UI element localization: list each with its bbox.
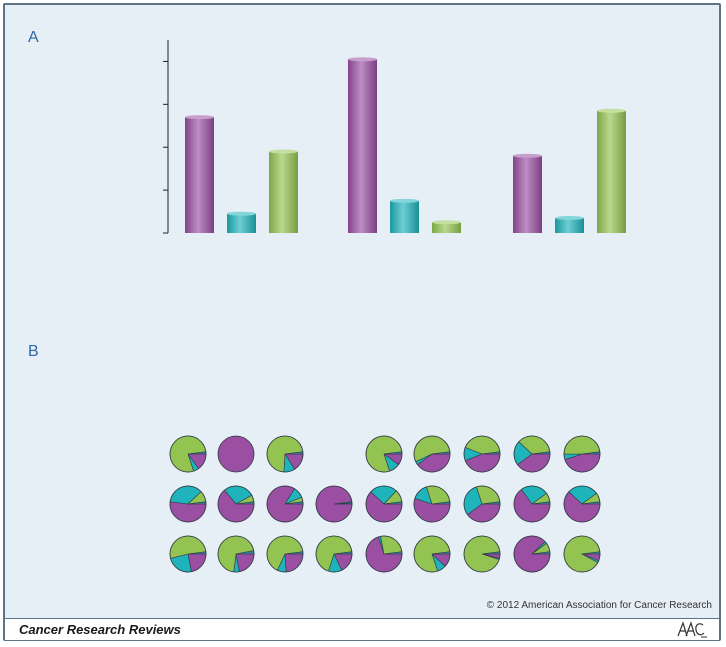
bar-top-cap	[348, 57, 377, 62]
bar-top-cap	[390, 198, 419, 203]
pie-kras-7	[513, 485, 551, 523]
pie-outline	[266, 535, 304, 573]
pie-outline	[413, 535, 451, 573]
bar-nras-codon13	[555, 217, 584, 233]
pie-kras-3	[315, 485, 353, 523]
bar-hras-codon13	[227, 213, 256, 233]
pie-outline	[413, 485, 451, 523]
pie-nras-8	[563, 535, 601, 573]
pie-hras-1	[217, 435, 255, 473]
pie-outline	[463, 535, 501, 573]
pie-hras-4	[365, 435, 403, 473]
pie-slice	[563, 435, 601, 455]
pie-kras-2	[266, 485, 304, 523]
pie-outline	[463, 435, 501, 473]
pie-nras-2	[266, 535, 304, 573]
pie-outline	[315, 485, 353, 523]
pie-outline	[266, 435, 304, 473]
pie-slice	[218, 436, 254, 472]
pie-nras-1	[217, 535, 255, 573]
pie-hras-6	[463, 435, 501, 473]
pie-hras-0	[169, 435, 207, 473]
bar-hras-codon61	[269, 151, 298, 233]
pie-kras-6	[463, 485, 501, 523]
bar-nras-codon12	[513, 155, 542, 233]
pie-outline	[169, 535, 207, 573]
bar-top-cap	[555, 215, 584, 220]
bar-top-cap	[185, 115, 214, 120]
bar-top-cap	[513, 153, 542, 158]
bar-nras-codon61	[597, 110, 626, 233]
bar-top-cap	[227, 211, 256, 216]
pie-outline	[169, 485, 207, 523]
pie-kras-5	[413, 485, 451, 523]
pie-outline	[217, 535, 255, 573]
pie-outline	[513, 535, 551, 573]
figure-svg: A B © 2012 American Association for Canc…	[28, 29, 712, 611]
pie-outline	[217, 485, 255, 523]
pie-outline	[463, 485, 501, 523]
pie-outline	[513, 435, 551, 473]
journal-name: Cancer Research Reviews	[19, 622, 181, 637]
pie-grid	[169, 435, 601, 573]
pie-nras-5	[413, 535, 451, 573]
pie-outline	[365, 535, 403, 573]
pie-outline	[563, 485, 601, 523]
pie-outline	[513, 485, 551, 523]
bar-top-cap	[269, 149, 298, 154]
pie-outline	[169, 435, 207, 473]
bar-top-cap	[597, 108, 626, 113]
bar-kras-codon12	[348, 59, 377, 233]
footer-bar: Cancer Research Reviews	[5, 618, 719, 640]
pie-slice	[169, 501, 207, 523]
panel-a-label: A	[28, 29, 39, 46]
pie-slice	[380, 535, 403, 555]
pie-nras-3	[315, 535, 353, 573]
pie-outline	[315, 535, 353, 573]
pie-outline	[365, 485, 403, 523]
pie-outline	[413, 435, 451, 473]
pie-outline	[266, 485, 304, 523]
pie-kras-4	[365, 485, 403, 523]
pie-nras-0	[169, 535, 207, 573]
pie-nras-4	[365, 535, 403, 573]
pie-hras-2	[266, 435, 304, 473]
pie-hras-5	[413, 435, 451, 473]
pie-outline	[563, 535, 601, 573]
bar-kras-codon13	[390, 200, 419, 233]
pie-outline	[217, 435, 255, 473]
bar-chart	[163, 40, 626, 234]
pie-nras-7	[513, 535, 551, 573]
pie-kras-1	[217, 485, 255, 523]
pie-outline	[365, 435, 403, 473]
pie-kras-0	[169, 485, 207, 523]
bar-hras-codon12	[185, 117, 214, 233]
bar-top-cap	[432, 220, 461, 225]
panel-b-label: B	[28, 343, 39, 360]
copyright-text: © 2012 American Association for Cancer R…	[487, 600, 712, 611]
pie-kras-8	[563, 485, 601, 523]
pie-nras-6	[463, 535, 501, 573]
bar-kras-codon61	[432, 222, 461, 233]
pie-outline	[563, 435, 601, 473]
aacr-logo	[677, 621, 707, 638]
pie-hras-7	[513, 435, 551, 473]
pie-hras-8	[563, 435, 601, 473]
